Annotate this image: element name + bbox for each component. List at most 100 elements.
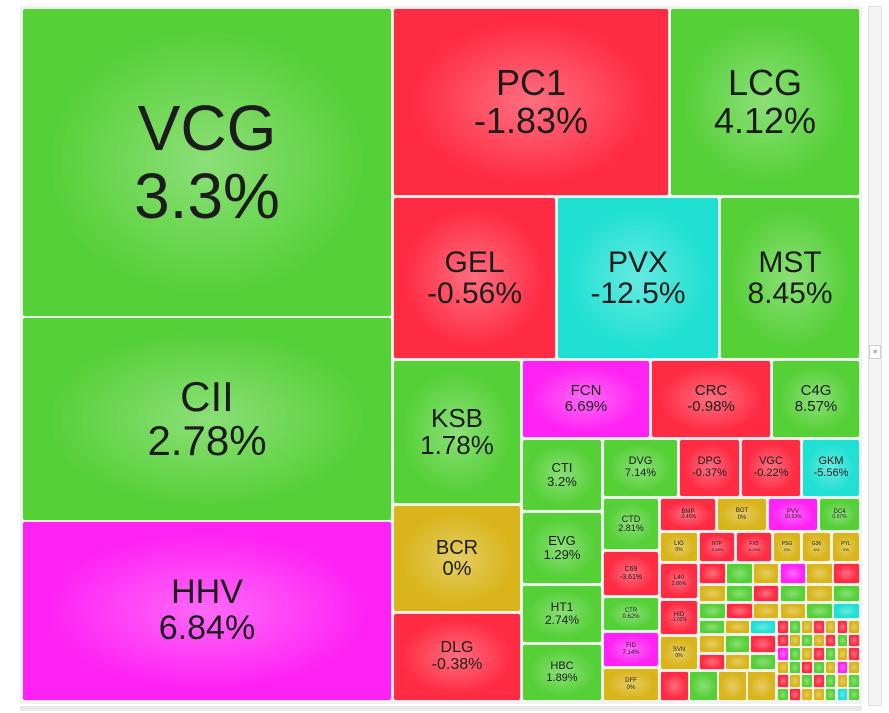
tile-pvv[interactable]: PVV 10.53%: [768, 498, 818, 531]
tile-small[interactable]: [836, 674, 849, 688]
tile-dff[interactable]: DFF 0%: [603, 668, 659, 701]
tile-small[interactable]: [752, 603, 780, 619]
tile-pvx[interactable]: PVX -12.5%: [557, 197, 719, 359]
tile-small[interactable]: [779, 563, 807, 584]
tile-crc[interactable]: CRC -0.98%: [651, 360, 771, 438]
tile-small[interactable]: [836, 660, 849, 674]
tile-small[interactable]: [747, 671, 776, 701]
tile-dpg[interactable]: DPG -0.37%: [679, 439, 740, 497]
tile-small[interactable]: [824, 633, 837, 647]
tile-small[interactable]: [833, 563, 860, 584]
tile-ctr[interactable]: CTR 0.62%: [603, 597, 659, 631]
tile-fx5[interactable]: FX5 -6.25%: [736, 532, 772, 562]
tile-lcg[interactable]: LCG 4.12%: [670, 8, 860, 196]
tile-small[interactable]: [833, 585, 860, 602]
bottom-scrollbar[interactable]: [20, 706, 862, 711]
tile-small[interactable]: [750, 620, 776, 634]
tile-bot[interactable]: BOT 0%: [717, 498, 767, 531]
tile-pyl[interactable]: PYL 0%: [832, 532, 860, 562]
tile-small[interactable]: [779, 603, 807, 619]
tile-ht1[interactable]: HT1 2.74%: [522, 585, 602, 643]
tile-gel[interactable]: GEL -0.56%: [393, 197, 556, 359]
tile-hid[interactable]: HID -1.02%: [660, 600, 698, 635]
scroll-handle-icon[interactable]: ≡: [869, 345, 881, 359]
tile-small[interactable]: [800, 660, 813, 674]
tile-small[interactable]: [824, 687, 837, 701]
tile-bmp[interactable]: BMP -3.46%: [660, 498, 716, 531]
tile-small[interactable]: [824, 647, 837, 661]
tile-small[interactable]: [824, 620, 837, 634]
tile-ctd[interactable]: CTD 2.81%: [603, 498, 659, 550]
tile-small[interactable]: [777, 633, 789, 647]
tile-small[interactable]: [718, 671, 747, 701]
tile-hbc[interactable]: HBC 1.89%: [522, 644, 602, 701]
tile-small[interactable]: [750, 654, 776, 670]
tile-small[interactable]: [777, 687, 789, 701]
tile-small[interactable]: [848, 660, 861, 674]
tile-small[interactable]: [848, 647, 861, 661]
tile-small[interactable]: [788, 687, 801, 701]
tile-gkm[interactable]: GKM -5.56%: [802, 439, 860, 497]
tile-mst[interactable]: MST 8.45%: [720, 197, 860, 359]
tile-small[interactable]: [699, 620, 725, 634]
tile-small[interactable]: [836, 687, 849, 701]
tile-vgc[interactable]: VGC -0.22%: [741, 439, 801, 497]
tile-psg[interactable]: PSG 0%: [773, 532, 801, 562]
tile-small[interactable]: [848, 687, 861, 701]
tile-small[interactable]: [752, 563, 780, 584]
tile-small[interactable]: [800, 647, 813, 661]
tile-small[interactable]: [788, 633, 801, 647]
tile-small[interactable]: [806, 585, 834, 602]
tile-pc1[interactable]: PC1 -1.83%: [393, 8, 669, 196]
tile-small[interactable]: [800, 633, 813, 647]
tile-cii[interactable]: CII 2.78%: [22, 317, 392, 521]
tile-small[interactable]: [788, 674, 801, 688]
tile-small[interactable]: [750, 635, 776, 653]
tile-dlg[interactable]: DLG -0.38%: [393, 613, 521, 701]
tile-small[interactable]: [788, 647, 801, 661]
tile-dvg[interactable]: DVG 7.14%: [603, 439, 678, 497]
tile-small[interactable]: [788, 620, 801, 634]
tile-small[interactable]: [777, 647, 789, 661]
tile-small[interactable]: [752, 585, 780, 602]
tile-lig[interactable]: LIG 0%: [660, 532, 698, 562]
tile-small[interactable]: [800, 620, 813, 634]
tile-vcg[interactable]: VCG 3.3%: [22, 8, 392, 317]
tile-small[interactable]: [699, 563, 726, 584]
tile-small[interactable]: [812, 647, 825, 661]
tile-small[interactable]: [848, 620, 861, 634]
tile-small[interactable]: [800, 674, 813, 688]
tile-small[interactable]: [788, 660, 801, 674]
tile-ntp[interactable]: NTP -0.69%: [699, 532, 735, 562]
tile-small[interactable]: [699, 635, 725, 653]
tile-small[interactable]: [724, 620, 751, 634]
tile-small[interactable]: [724, 654, 751, 670]
tile-small[interactable]: [725, 563, 753, 584]
tile-hhv[interactable]: HHV 6.84%: [22, 521, 392, 701]
tile-small[interactable]: [812, 674, 825, 688]
tile-evg[interactable]: EVG 1.29%: [522, 512, 602, 584]
tile-small[interactable]: [725, 585, 753, 602]
tile-small[interactable]: [689, 671, 718, 701]
tile-small[interactable]: [699, 603, 726, 619]
tile-small[interactable]: [836, 633, 849, 647]
tile-small[interactable]: [824, 660, 837, 674]
tile-svn[interactable]: SVN 0%: [660, 636, 698, 670]
tile-cti[interactable]: CTI 3.2%: [522, 439, 602, 511]
tile-g36[interactable]: G36 0%: [802, 532, 831, 562]
tile-small[interactable]: [724, 635, 751, 653]
tile-small[interactable]: [777, 660, 789, 674]
tile-small[interactable]: [812, 633, 825, 647]
tile-small[interactable]: [836, 620, 849, 634]
tile-small[interactable]: [824, 674, 837, 688]
tile-small[interactable]: [812, 620, 825, 634]
tile-small[interactable]: [812, 687, 825, 701]
tile-c69[interactable]: C69 -3.61%: [603, 551, 659, 596]
tile-bcr[interactable]: BCR 0%: [393, 505, 521, 612]
tile-small[interactable]: [725, 603, 753, 619]
tile-small[interactable]: [833, 603, 860, 619]
tile-dc4[interactable]: DC4 0.97%: [819, 498, 860, 531]
tile-fcn[interactable]: FCN 6.69%: [522, 360, 650, 438]
tile-small[interactable]: [660, 671, 689, 701]
tile-l40[interactable]: L40 2.86%: [660, 563, 698, 599]
